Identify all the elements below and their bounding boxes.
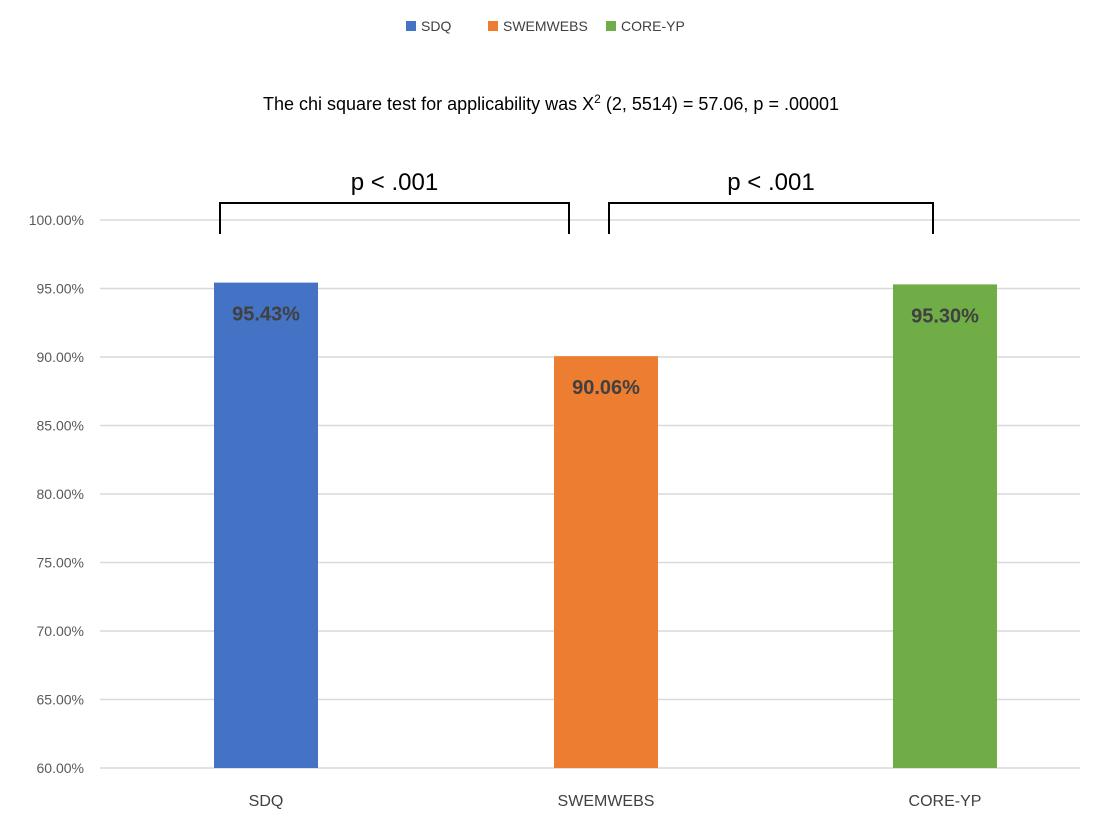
significance-annotations: p < .001 p < .001 (219, 169, 934, 234)
x-axis: SDQ SWEMWEBS CORE-YP (249, 793, 982, 810)
legend-swatch (606, 21, 616, 31)
legend-label: SWEMWEBS (503, 18, 588, 34)
y-tick-label: 85.00% (37, 418, 84, 434)
bar-sdq (214, 282, 318, 768)
y-tick-label: 70.00% (37, 623, 84, 639)
legend-item-sdq: SDQ (406, 18, 451, 34)
bars: 95.43% 90.06% 95.30% (214, 282, 997, 768)
y-axis: 60.00% 65.00% 70.00% 75.00% 80.00% 85.00% 90.0… (29, 212, 84, 776)
legend: SDQ SWEMWEBS CORE-YP (406, 18, 685, 34)
legend-swatch (488, 21, 498, 31)
bracket-line (608, 202, 934, 234)
y-tick-label: 60.00% (37, 760, 84, 776)
data-label: 95.43% (232, 304, 300, 326)
x-tick-label: CORE-YP (909, 793, 982, 810)
y-tick-label: 100.00% (29, 212, 84, 228)
legend-swatch (406, 21, 416, 31)
data-label: 95.30% (911, 305, 979, 327)
x-tick-label: SWEMWEBS (558, 793, 655, 810)
y-tick-label: 90.00% (37, 349, 84, 365)
legend-item-core-yp: CORE-YP (606, 18, 685, 34)
legend-item-swemwebs: SWEMWEBS (488, 18, 588, 34)
p-value-label: p < .001 (351, 169, 438, 196)
bar-core-yp (893, 284, 997, 768)
data-label: 90.06% (572, 377, 640, 399)
significance-bracket: p < .001 (219, 169, 570, 234)
chart-subtitle: The chi square test for applicability wa… (263, 92, 839, 114)
significance-bracket: p < .001 (608, 169, 934, 234)
bar-swemwebs (554, 356, 658, 768)
legend-label: SDQ (421, 18, 451, 34)
y-tick-label: 80.00% (37, 486, 84, 502)
p-value-label: p < .001 (727, 169, 814, 196)
x-tick-label: SDQ (249, 793, 284, 810)
y-tick-label: 65.00% (37, 692, 84, 708)
y-tick-label: 75.00% (37, 555, 84, 571)
y-tick-label: 95.00% (37, 281, 84, 297)
bracket-line (219, 202, 570, 234)
legend-label: CORE-YP (621, 18, 685, 34)
